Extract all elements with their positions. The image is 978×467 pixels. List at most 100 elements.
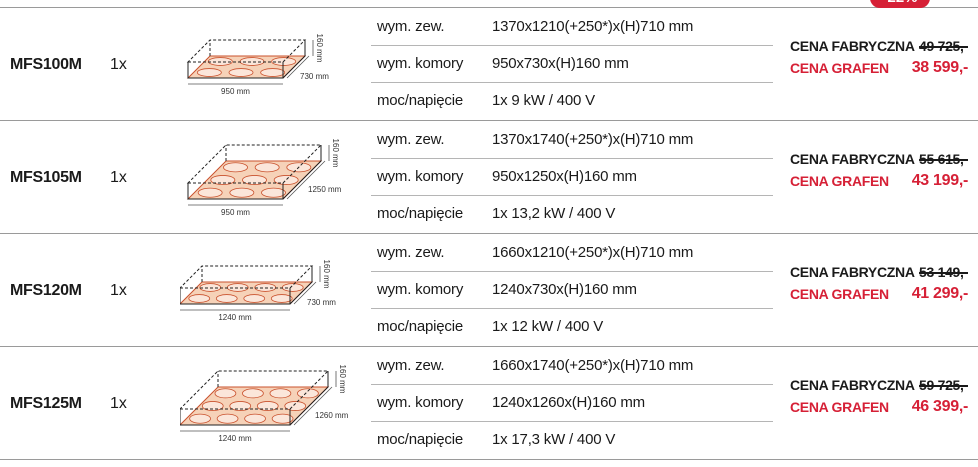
spec-label: wym. komory [377, 394, 464, 411]
spec-label: moc/napięcie [377, 318, 463, 335]
spec-divider [371, 271, 773, 272]
spec-chamber-dimensions: wym. komory 1240x730x(H)160 mm [377, 275, 777, 302]
spec-chamber-dimensions: wym. komory 950x730x(H)160 mm [377, 49, 777, 76]
spec-power: moc/napięcie 1x 9 kW / 400 V [377, 86, 777, 113]
discount-badge: -22% [870, 0, 930, 8]
pizza-mark [270, 294, 293, 303]
chamber-top-outline [178, 265, 314, 289]
spec-power: moc/napięcie 1x 13,2 kW / 400 V [377, 199, 777, 226]
model-name: MFS125M [10, 395, 82, 412]
factory-price-value: 49 725,- [919, 38, 968, 54]
pizza-mark [244, 413, 266, 424]
price-block: CENA FABRYCZNA 59 725,- CENA GRAFEN 46 399,… [790, 377, 970, 421]
chamber-side-edge [289, 371, 329, 426]
grafen-price-line: CENA GRAFEN 38 599,- [790, 59, 970, 82]
chamber-top-outline [178, 370, 330, 410]
spec-divider [371, 82, 773, 83]
spec-outer-dimensions: wym. zew. 1370x1210(+250*)x(H)710 mm [377, 12, 777, 39]
pizza-mark [201, 401, 224, 411]
pizza-mark [271, 413, 294, 424]
grafen-price-value: 43 199,- [911, 172, 969, 189]
price-block: CENA FABRYCZNA 49 725,- CENA GRAFEN 38 599,… [790, 38, 970, 82]
factory-price-label: CENA FABRYCZNA [790, 151, 915, 167]
chamber-side-edge [289, 266, 313, 305]
pizza-mark [273, 175, 299, 185]
width-label: 1240 mm [218, 434, 252, 443]
spec-label: moc/napięcie [377, 431, 463, 448]
row-divider [0, 459, 978, 460]
spec-value: 1370x1740(+250*)x(H)710 mm [492, 131, 694, 148]
spec-value: 950x1250x(H)160 mm [492, 168, 637, 185]
pizza-mark [243, 294, 266, 303]
pizza-mark [229, 187, 255, 198]
spec-value: 1240x1260x(H)160 mm [492, 394, 645, 411]
pizza-mark [189, 413, 211, 424]
spec-outer-dimensions: wym. zew. 1370x1740(+250*)x(H)710 mm [377, 125, 777, 152]
chamber-diagram-svg: 1240 mm 730 mm 160 mm [178, 260, 336, 322]
depth-dimension-line [293, 281, 317, 305]
pizza-mark [214, 388, 237, 399]
pizza-mark [254, 162, 280, 173]
pizza-mark [261, 187, 286, 198]
spec-divider [371, 158, 773, 159]
depth-dimension-line [286, 55, 310, 79]
grafen-price-label: CENA GRAFEN [790, 399, 889, 415]
spec-divider [371, 384, 773, 385]
chamber-front-edge [179, 288, 291, 305]
spec-value: 1240x730x(H)160 mm [492, 281, 637, 298]
spec-label: wym. komory [377, 281, 464, 298]
grafen-price-value: 38 599,- [911, 59, 969, 76]
factory-price-label: CENA FABRYCZNA [790, 38, 915, 54]
chamber-front-edge [187, 62, 284, 79]
pizza-mark [242, 388, 264, 399]
chamber-diagram: 950 mm 730 mm 160 mm [180, 8, 370, 121]
quantity: 1x [110, 169, 127, 186]
row-divider [0, 233, 978, 234]
height-label: 160 mm [331, 139, 340, 168]
factory-price-value: 53 149,- [919, 264, 968, 280]
width-label: 950 mm [221, 87, 250, 96]
quantity: 1x [110, 395, 127, 412]
spec-divider [371, 421, 773, 422]
pizza-mark [210, 175, 236, 185]
grafen-price-label: CENA GRAFEN [790, 173, 889, 189]
factory-price-line: CENA FABRYCZNA 49 725,- [790, 38, 970, 60]
spec-outer-dimensions: wym. zew. 1660x1210(+250*)x(H)710 mm [377, 238, 777, 265]
product-row: MFS100M 1x 950 mm 730 mm 160 mm wym. zew. 1370… [0, 8, 978, 121]
depth-label: 1260 mm [315, 411, 349, 420]
height-label: 160 mm [322, 260, 331, 289]
width-label: 950 mm [221, 208, 250, 217]
factory-price-label: CENA FABRYCZNA [790, 264, 915, 280]
quantity: 1x [110, 56, 127, 73]
chamber-diagram-svg: 950 mm 730 mm 160 mm [186, 34, 329, 96]
row-divider [0, 120, 978, 121]
chamber-front-edge [179, 409, 291, 426]
factory-price-value: 55 615,- [919, 151, 968, 167]
spec-value: 1x 17,3 kW / 400 V [492, 431, 616, 448]
grafen-price-label: CENA GRAFEN [790, 286, 889, 302]
pizza-mark [197, 187, 223, 198]
height-label: 160 mm [315, 34, 324, 63]
quantity: 1x [110, 282, 127, 299]
grafen-price-line: CENA GRAFEN 46 399,- [790, 398, 970, 421]
spec-label: moc/napięcie [377, 92, 463, 109]
pizza-mark [242, 175, 267, 185]
spec-label: wym. zew. [377, 244, 445, 261]
factory-price-line: CENA FABRYCZNA 53 149,- [790, 264, 970, 286]
spec-value: 1x 9 kW / 400 V [492, 92, 595, 109]
spec-label: wym. komory [377, 55, 464, 72]
pizza-mark [260, 68, 286, 77]
table-top-border [0, 7, 978, 8]
factory-price-line: CENA FABRYCZNA 55 615,- [790, 151, 970, 173]
spec-outer-dimensions: wym. zew. 1660x1740(+250*)x(H)710 mm [377, 351, 777, 378]
grafen-price-line: CENA GRAFEN 41 299,- [790, 285, 970, 308]
model-name: MFS120M [10, 282, 82, 299]
spec-value: 950x730x(H)160 mm [492, 55, 629, 72]
pizza-mark [269, 388, 292, 399]
spec-value: 1660x1210(+250*)x(H)710 mm [492, 244, 694, 261]
spec-value: 1x 13,2 kW / 400 V [492, 205, 616, 222]
model-name: MFS105M [10, 169, 82, 186]
grafen-price-line: CENA GRAFEN 43 199,- [790, 172, 970, 195]
grafen-price-value: 46 399,- [911, 398, 969, 415]
spec-power: moc/napięcie 1x 12 kW / 400 V [377, 312, 777, 339]
